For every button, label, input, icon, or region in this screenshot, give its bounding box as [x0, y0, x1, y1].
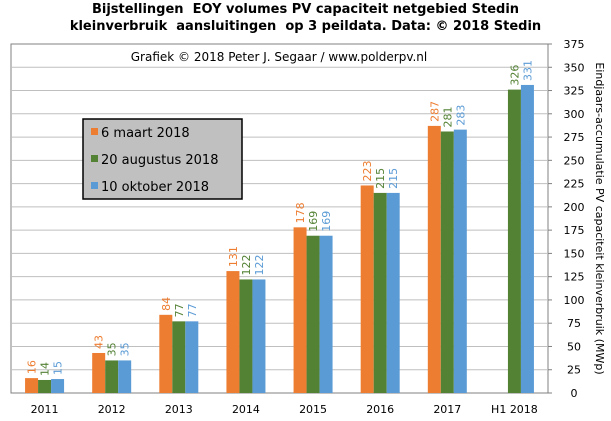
data-label: 84 [160, 297, 173, 311]
legend-label: 6 maart 2018 [101, 126, 190, 141]
y-tick-label: 200 [564, 201, 585, 214]
bar [25, 378, 39, 393]
data-label: 169 [307, 211, 320, 232]
y-tick-label: 75 [567, 317, 581, 330]
plot-area [10, 43, 549, 394]
y-tick-label: 125 [564, 271, 585, 284]
y-tick-label: 150 [564, 247, 585, 260]
data-label: 287 [428, 101, 441, 122]
y-tick-label: 175 [564, 224, 585, 237]
bar [360, 185, 374, 393]
data-label: 281 [441, 106, 454, 127]
data-label: 77 [173, 303, 186, 317]
bar [172, 321, 186, 393]
y-tick-label: 275 [564, 131, 585, 144]
chart-subtitle: Grafiek © 2018 Peter J. Segaar / www.pol… [131, 50, 428, 64]
chart-title-line-1: Bijstellingen EOY volumes PV capaciteit … [91, 2, 520, 17]
bar [319, 235, 333, 393]
bar [51, 379, 65, 393]
legend-swatch [91, 182, 98, 189]
bar [92, 352, 106, 393]
bar [252, 279, 266, 393]
data-label: 215 [387, 168, 400, 189]
data-label: 77 [186, 303, 199, 317]
y-tick-label: 0 [571, 387, 578, 400]
legend-box [82, 118, 243, 200]
legend-label: 20 augustus 2018 [101, 153, 218, 168]
data-label: 16 [26, 360, 39, 374]
legend-swatch [91, 128, 98, 135]
x-tick-label: 2017 [433, 403, 461, 416]
data-label: 178 [294, 202, 307, 223]
data-label: 122 [253, 254, 266, 275]
chart-title-line-2: kleinverbruik aansluitingen op 3 peildat… [69, 19, 542, 34]
bar [453, 129, 467, 393]
x-tick-label: 2012 [98, 403, 126, 416]
data-label: 35 [119, 342, 132, 356]
data-label: 131 [227, 246, 240, 267]
bar [440, 131, 454, 393]
data-label: 326 [508, 65, 521, 86]
data-label: 215 [374, 168, 387, 189]
bar [239, 279, 253, 393]
data-label: 169 [320, 211, 333, 232]
bar [373, 192, 387, 393]
x-tick-label: 2011 [31, 403, 59, 416]
y-tick-label: 375 [564, 38, 585, 51]
bar [293, 227, 307, 393]
x-tick-label: 2016 [366, 403, 394, 416]
data-label: 14 [39, 362, 52, 376]
x-tick-label: 2015 [299, 403, 327, 416]
bar [105, 360, 119, 393]
data-label: 122 [240, 254, 253, 275]
x-tick-label: H1 2018 [491, 403, 538, 416]
data-label: 43 [93, 335, 106, 349]
y-axis-title: Eindjaars-accumulatie PV capaciteit klei… [593, 62, 606, 374]
x-tick-label: 2013 [165, 403, 193, 416]
y-tick-label: 325 [564, 85, 585, 98]
data-label: 331 [521, 60, 534, 81]
y-tick-label: 50 [567, 340, 581, 353]
bar [306, 235, 320, 393]
bar [386, 192, 400, 393]
y-tick-label: 300 [564, 108, 585, 121]
bar [226, 271, 240, 393]
bar [38, 379, 52, 393]
bar [185, 321, 199, 393]
bar [427, 125, 441, 393]
y-tick-label: 25 [567, 364, 581, 377]
bar [520, 84, 534, 393]
bar [507, 89, 521, 394]
data-label: 15 [52, 361, 65, 375]
legend-label: 10 oktober 2018 [101, 180, 209, 195]
data-label: 283 [454, 105, 467, 126]
bar [118, 360, 132, 393]
data-label: 35 [106, 342, 119, 356]
legend-swatch [91, 155, 98, 162]
y-tick-label: 100 [564, 294, 585, 307]
y-tick-label: 250 [564, 154, 585, 167]
y-tick-label: 350 [564, 61, 585, 74]
y-tick-label: 225 [564, 178, 585, 191]
bar [159, 314, 173, 393]
data-label: 223 [361, 160, 374, 181]
x-tick-label: 2014 [232, 403, 260, 416]
